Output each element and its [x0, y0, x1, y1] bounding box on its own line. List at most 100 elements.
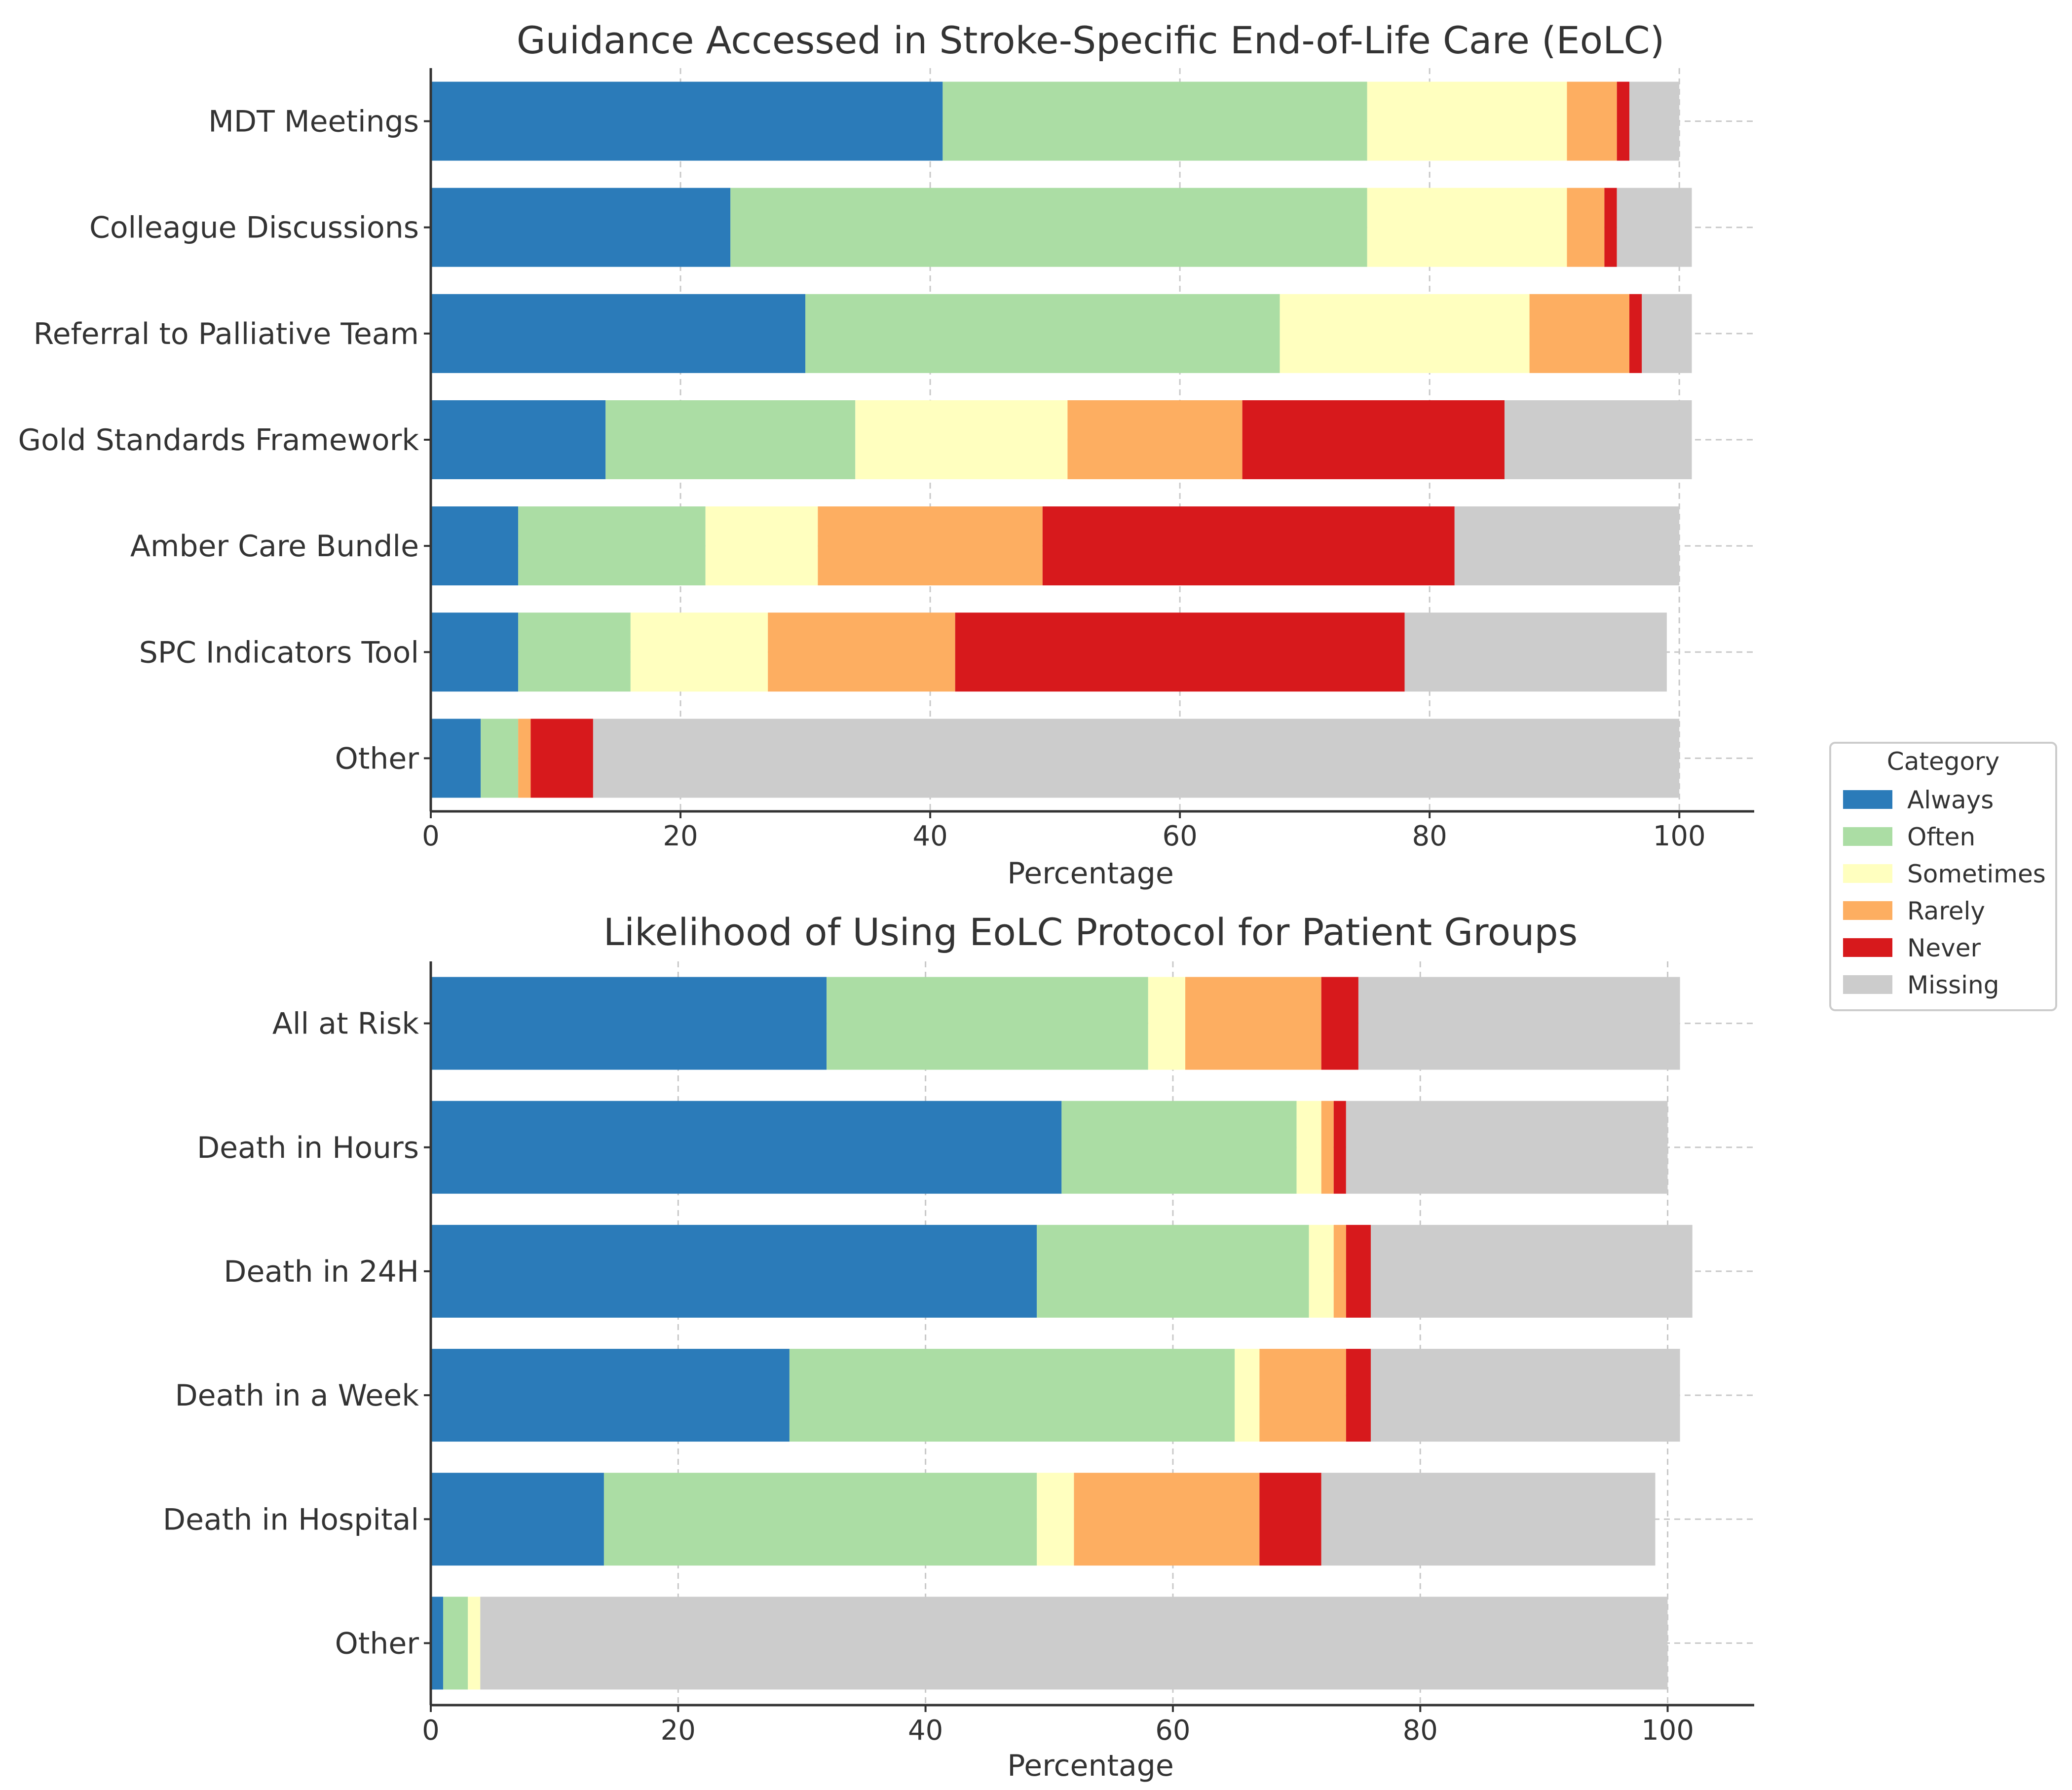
bar-spc-indicators-tool-sometimes: [630, 612, 768, 692]
legend-swatch-often: [1843, 827, 1892, 846]
bar-death-in-hospital-missing: [1321, 1473, 1656, 1566]
bar-death-in-hours-missing: [1346, 1101, 1668, 1194]
bar-other-always: [431, 1597, 444, 1690]
bar-death-in-hours-always: [431, 1101, 1062, 1194]
bar-amber-care-bundle-often: [518, 506, 706, 586]
bar-death-in-hours-often: [1061, 1101, 1297, 1194]
bar-all-at-risk-often: [827, 977, 1148, 1070]
bar-other-missing: [593, 719, 1680, 798]
legend-label-sometimes: Sometimes: [1907, 860, 2046, 888]
bar-gold-standards-framework-often: [605, 400, 856, 479]
legend-swatch-sometimes: [1843, 864, 1892, 883]
bar-all-at-risk-always: [431, 977, 827, 1070]
bar-other-never: [530, 719, 593, 798]
category-labels: MDT Meetings Colleague Discussions Referra…: [18, 105, 419, 776]
bar-death-in-hours-rarely: [1321, 1101, 1334, 1194]
bar-death-in-hospital-sometimes: [1037, 1473, 1074, 1566]
bar-gold-standards-framework-sometimes: [855, 400, 1068, 479]
bar-spc-indicators-tool-often: [518, 612, 631, 692]
bar-colleague-discussions-missing: [1617, 188, 1692, 267]
bar-referral-to-palliative-team-always: [431, 294, 806, 373]
legend-label-always: Always: [1907, 786, 1994, 814]
legend-label-never: Never: [1907, 934, 1981, 962]
bars: [431, 977, 1693, 1690]
bar-amber-care-bundle-missing: [1454, 506, 1680, 586]
bar-mdt-meetings-never: [1617, 81, 1629, 161]
x-tick-label-60: 60: [1162, 820, 1197, 852]
bar-death-in-a-week-never: [1346, 1349, 1371, 1442]
bar-death-in-24h-missing: [1370, 1224, 1693, 1318]
category-label-death-in-24h: Death in 24H: [224, 1255, 419, 1289]
bar-amber-care-bundle-never: [1042, 506, 1455, 586]
bar-death-in-24h-often: [1037, 1224, 1309, 1318]
bar-referral-to-palliative-team-never: [1629, 294, 1642, 373]
bar-death-in-hospital-never: [1259, 1473, 1321, 1566]
bar-death-in-a-week-always: [431, 1349, 790, 1442]
bar-all-at-risk-sometimes: [1148, 977, 1185, 1070]
bar-spc-indicators-tool-never: [955, 612, 1405, 692]
bars: [431, 81, 1692, 798]
x-axis-label: Percentage: [1007, 1749, 1174, 1783]
x-axis-ticks: 0 20 40 60 80 100: [422, 120, 1706, 852]
chart-title: Guidance Accessed in Stroke-Specific End…: [517, 18, 1664, 62]
x-tick-label-80: 80: [1403, 1714, 1438, 1747]
bar-mdt-meetings-missing: [1629, 81, 1680, 161]
bar-colleague-discussions-often: [730, 188, 1367, 267]
x-axis-label: Percentage: [1007, 856, 1174, 891]
bar-spc-indicators-tool-missing: [1404, 612, 1667, 692]
x-tick-label-60: 60: [1155, 1714, 1190, 1747]
bar-death-in-hours-never: [1333, 1101, 1346, 1194]
bar-referral-to-palliative-team-missing: [1642, 294, 1692, 373]
bar-amber-care-bundle-always: [431, 506, 519, 586]
bar-gold-standards-framework-always: [431, 400, 606, 479]
legend-swatch-rarely: [1843, 901, 1892, 920]
bar-other-rarely: [518, 719, 531, 798]
bar-other-often: [481, 719, 519, 798]
x-axis-ticks: 0 20 40 60 80 100: [422, 1022, 1694, 1747]
category-label-gold-standards-framework: Gold Standards Framework: [18, 423, 419, 457]
legend: Category Always Often Sometimes Rarely Never…: [1829, 742, 2057, 1011]
bar-mdt-meetings-always: [431, 81, 943, 161]
bar-other-missing: [480, 1597, 1668, 1690]
legend-label-missing: Missing: [1907, 971, 1999, 999]
bar-mdt-meetings-rarely: [1567, 81, 1617, 161]
bar-death-in-a-week-sometimes: [1235, 1349, 1260, 1442]
category-label-other: Other: [335, 1626, 419, 1661]
bar-death-in-24h-rarely: [1333, 1224, 1346, 1318]
category-label-death-in-hours: Death in Hours: [197, 1131, 419, 1165]
bar-other-always: [431, 719, 481, 798]
x-tick-label-20: 20: [661, 1714, 696, 1747]
x-tick-label-40: 40: [912, 820, 947, 852]
bar-gold-standards-framework-missing: [1504, 400, 1692, 479]
bar-colleague-discussions-always: [431, 188, 731, 267]
bar-death-in-hospital-often: [603, 1473, 1037, 1566]
category-labels: All at Risk Death in Hours Death in 24H Dea…: [163, 1007, 419, 1661]
chart-title: Likelihood of Using EoLC Protocol for Pa…: [603, 910, 1578, 954]
bar-amber-care-bundle-sometimes: [705, 506, 818, 586]
bar-colleague-discussions-rarely: [1567, 188, 1605, 267]
bar-death-in-a-week-often: [789, 1349, 1235, 1442]
bar-referral-to-palliative-team-sometimes: [1280, 294, 1530, 373]
bar-all-at-risk-never: [1321, 977, 1358, 1070]
legend-swatch-missing: [1843, 975, 1892, 994]
bar-death-in-a-week-rarely: [1259, 1349, 1346, 1442]
bar-death-in-hospital-rarely: [1074, 1473, 1260, 1566]
bar-all-at-risk-missing: [1358, 977, 1680, 1070]
bar-all-at-risk-rarely: [1185, 977, 1321, 1070]
chart-guidance-accessed: Guidance Accessed in Stroke-Specific End…: [18, 18, 1754, 891]
gridlines: [430, 961, 1754, 1705]
bar-death-in-24h-never: [1346, 1224, 1371, 1318]
category-label-other: Other: [335, 741, 419, 776]
x-tick-label-0: 0: [422, 820, 440, 852]
x-tick-label-0: 0: [422, 1714, 440, 1747]
legend-swatch-always: [1843, 790, 1892, 809]
bar-death-in-hours-sometimes: [1296, 1101, 1321, 1194]
bar-referral-to-palliative-team-often: [805, 294, 1280, 373]
bar-death-in-hospital-always: [431, 1473, 604, 1566]
legend-label-rarely: Rarely: [1907, 897, 1985, 925]
bar-other-sometimes: [468, 1597, 481, 1690]
bar-gold-standards-framework-rarely: [1067, 400, 1243, 479]
category-label-spc-indicators-tool: SPC Indicators Tool: [139, 635, 419, 670]
chart-protocol-likelihood: Likelihood of Using EoLC Protocol for Pa…: [163, 910, 1754, 1783]
category-label-death-in-hospital: Death in Hospital: [163, 1502, 419, 1537]
